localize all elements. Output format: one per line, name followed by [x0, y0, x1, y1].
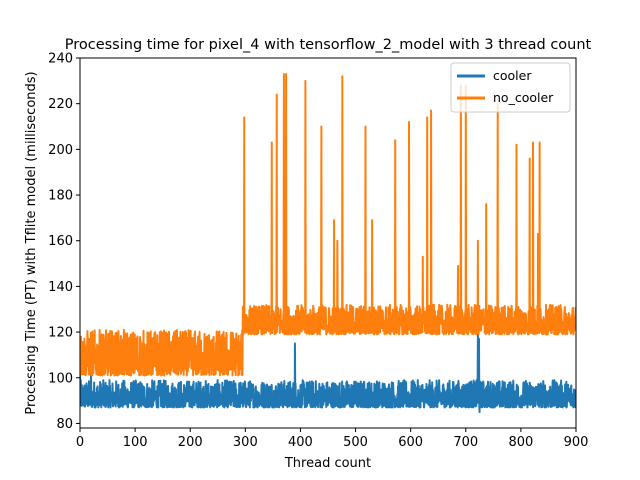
x-tick-label: 700: [453, 435, 478, 450]
y-axis: 80 100 120 140 160 180 200 220 240: [48, 52, 80, 432]
x-tick-label: 500: [343, 435, 368, 450]
x-tick-label: 100: [123, 435, 148, 450]
y-tick-label: 180: [48, 189, 73, 204]
legend-label-no-cooler: no_cooler: [493, 90, 554, 105]
legend-label-cooler: cooler: [493, 68, 532, 83]
x-tick-label: 600: [398, 435, 423, 450]
x-axis-label: Thread count: [284, 456, 371, 471]
y-tick-label: 200: [48, 143, 73, 158]
series-line-cooler: [80, 333, 576, 414]
x-tick-label: 200: [178, 435, 203, 450]
y-tick-label: 100: [48, 371, 73, 386]
y-tick-label: 160: [48, 234, 73, 249]
series-line-no-cooler: [80, 72, 576, 377]
chart-title: Processing time for pixel_4 with tensorf…: [65, 37, 592, 53]
y-axis-label: Processing Time (PT) with Tflite model (…: [24, 71, 39, 414]
y-tick-label: 240: [48, 52, 73, 67]
y-tick-label: 220: [48, 97, 73, 112]
y-tick-label: 80: [56, 417, 73, 432]
series-layer: [80, 72, 576, 414]
x-tick-label: 400: [288, 435, 313, 450]
y-tick-label: 120: [48, 326, 73, 341]
x-tick-label: 900: [564, 435, 589, 450]
x-axis: 0 100 200 300 400 500 600 700 800 900: [76, 428, 589, 450]
plot-frame: [79, 57, 577, 429]
y-tick-label: 140: [48, 280, 73, 295]
x-tick-label: 0: [76, 435, 84, 450]
x-tick-label: 800: [508, 435, 533, 450]
x-tick-label: 300: [233, 435, 258, 450]
legend: cooler no_cooler: [450, 62, 571, 113]
